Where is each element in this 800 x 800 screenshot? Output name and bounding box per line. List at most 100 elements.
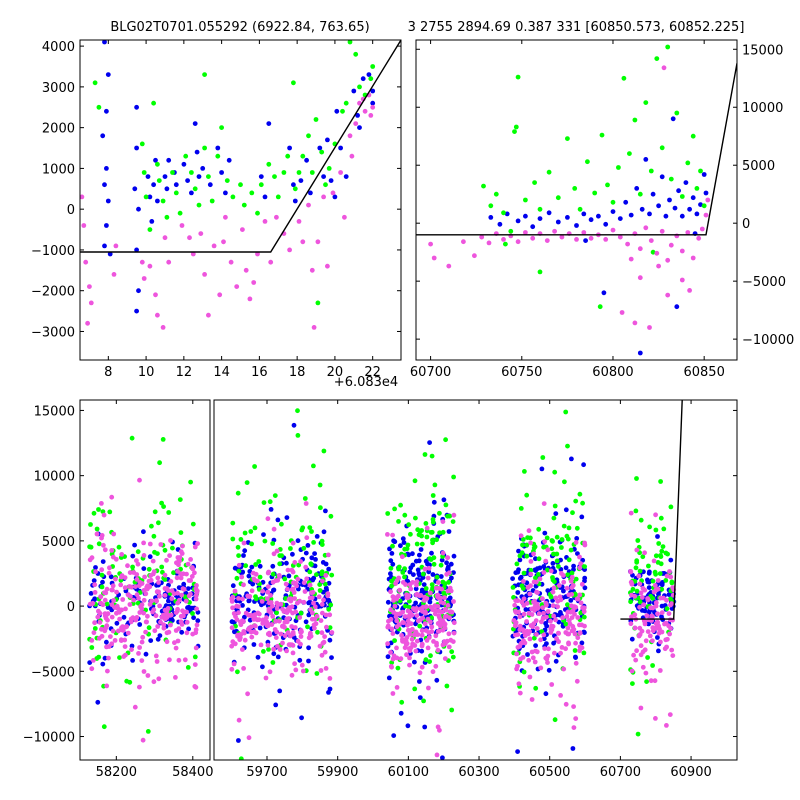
bottom-cluster3-magenta-point-25	[564, 585, 570, 591]
bottom-cluster0-green-point-4	[156, 520, 161, 526]
top-left-green-point-50	[357, 84, 362, 90]
bottom-cluster1-green-point-80	[266, 647, 271, 652]
bottom-cluster3-green-point-54	[540, 455, 546, 460]
top-right-green-point-36	[694, 186, 700, 191]
top-right-blue-point-34	[690, 195, 696, 201]
top-left-blue-point-28	[181, 161, 187, 167]
bottom-cluster1-green-point-15	[252, 464, 257, 469]
top-right-green-point-15	[577, 206, 583, 212]
bottom-cluster0-magenta-point-141	[102, 547, 108, 553]
top-left-green-point-49	[353, 51, 359, 57]
bottom-cluster1-magenta-point-121	[320, 578, 325, 584]
bottom-cluster2-green-point-95	[402, 574, 407, 580]
bottom-cluster4-magenta-point-84	[666, 623, 671, 629]
bottom-cluster2-blue-point-128	[448, 354, 453, 359]
bottom-cluster2-magenta-point-211	[394, 578, 400, 584]
bottom-cluster3-magenta-point-64	[555, 604, 560, 610]
bottom-cluster2-magenta-point-178	[385, 624, 391, 630]
bottom-cluster3-magenta-point-2	[527, 591, 533, 597]
bottom-cluster3-green-point-69	[533, 685, 539, 691]
bottom-cluster0-magenta-point-272	[97, 619, 103, 625]
bottom-cluster2-green-point-115	[419, 541, 425, 547]
bottom-cluster3-green-point-98	[574, 525, 580, 531]
bottom-cluster3-magenta-point-192	[529, 649, 535, 655]
bottom-cluster0-magenta-point-85	[112, 638, 118, 643]
bottom-cluster0-magenta-point-50	[106, 570, 112, 576]
bottom-cluster2-magenta-point-43	[435, 629, 441, 634]
top-right-blue-point-16	[617, 216, 623, 222]
bottom-cluster1-magenta-point-236	[234, 617, 240, 622]
top-right-blue-point-15	[610, 209, 616, 215]
bottom-cluster2-blue-point-158	[388, 558, 394, 564]
top-left-magenta-point-12	[153, 292, 158, 298]
bottom-cluster2-magenta-point-118	[408, 586, 414, 592]
bottom-cluster3-blue-point-144	[541, 636, 547, 642]
bottom-cluster2-magenta-point-204	[441, 600, 447, 606]
bottom-cluster1-blue-point-190	[303, 619, 309, 625]
bottom-cluster0-green-point-83	[190, 521, 196, 527]
bottom-cluster1-blue-point-173	[312, 551, 317, 556]
bottom-cluster0-magenta-point-150	[162, 572, 168, 578]
bottom-cluster2-green-point-54	[423, 657, 429, 663]
bottom-cluster1-magenta-point-216	[293, 667, 299, 673]
bottom-cluster4-green-point-53	[653, 553, 659, 559]
top-right-magenta-point-11	[523, 230, 528, 235]
bottom-cluster2-blue-point-141	[426, 569, 432, 575]
bottom-cluster1-green-point-73	[319, 569, 325, 575]
bottom-cluster1-green-point-61	[244, 480, 250, 485]
bottom-cluster0-magenta-point-24	[194, 606, 200, 612]
top-left-green-point-23	[219, 125, 225, 130]
bottom-cluster2-magenta-point-109	[388, 589, 393, 595]
bottom-cluster1-magenta-point-2	[277, 647, 283, 652]
bottom-cluster4-magenta-point-101	[628, 569, 634, 575]
bottom-cluster1-green-point-55	[322, 581, 328, 587]
top-right-points	[428, 44, 711, 356]
bottom-cluster0-blue-point-77	[185, 605, 190, 611]
bottom-cluster0-magenta-point-235	[119, 552, 125, 557]
bottom-cluster0-magenta-point-265	[175, 608, 180, 614]
bottom-cluster3-magenta-point-96	[517, 690, 523, 696]
bottom-cluster3-magenta-point-186	[529, 697, 535, 702]
bottom-cluster4-magenta-point-67	[628, 510, 634, 516]
bottom-cluster0-blue-point-11	[148, 638, 154, 643]
bottom-cluster2-magenta-point-50	[429, 629, 435, 634]
bottom-cluster3-magenta-point-3	[528, 540, 533, 546]
bottom-cluster1-magenta-point-74	[317, 643, 323, 649]
bottom-cluster2-blue-point-173	[445, 566, 451, 572]
bottom-cluster0-blue-point-43	[157, 633, 163, 638]
bottom-cluster2-blue-point-106	[413, 600, 418, 606]
bottom-cluster2-magenta-point-185	[426, 565, 432, 571]
bottom-cluster1-green-point-98	[295, 433, 301, 438]
bottom-cluster1-blue-point-144	[306, 600, 312, 606]
bottom-cluster3-blue-point-72	[523, 607, 529, 612]
bottom-cluster0-magenta-point-195	[120, 597, 126, 602]
bottom-cluster1-blue-point-109	[295, 538, 301, 544]
top-left-green-point-53	[370, 64, 376, 69]
bottom-frame-1	[213, 399, 738, 761]
bottom-cluster1-blue-point-15	[268, 507, 274, 512]
bottom-cluster3-blue-point-123	[579, 640, 585, 646]
top-right-magenta-point-30	[654, 250, 660, 256]
bottom-cluster0-magenta-point-135	[157, 593, 162, 599]
bottom-cluster2-magenta-point-26	[430, 669, 436, 675]
bottom-cluster0-magenta-point-132	[153, 613, 159, 619]
bottom-cluster1-magenta-point-201	[325, 593, 331, 599]
bottom-cluster2-magenta-point-29	[445, 555, 451, 560]
top-right-magenta-point-27	[637, 246, 643, 252]
bottom-cluster2-magenta-point-47	[423, 628, 429, 633]
top-left-frame-0	[79, 39, 402, 361]
bottom-cluster0-magenta-point-254	[190, 631, 196, 637]
top-left-blue-point-13	[136, 206, 141, 212]
bottom-cluster3-green-point-20	[536, 572, 541, 577]
bottom-cluster2-blue-point-18	[415, 567, 421, 573]
top-left-green-point-16	[192, 186, 198, 192]
bottom-cluster2-magenta-point-186	[412, 607, 418, 613]
bottom-cluster1-magenta-point-89	[298, 559, 303, 564]
bottom-cluster0-magenta-point-130	[127, 570, 133, 575]
bottom-cluster1-magenta-point-187	[265, 631, 271, 637]
top-left-green-point-43	[315, 300, 321, 306]
bottom-cluster2-magenta-point-63	[394, 685, 400, 690]
bottom-cluster0-magenta-point-104	[110, 554, 116, 560]
top-right-green-point-2	[493, 191, 499, 197]
bottom-cluster3-magenta-point-54	[530, 655, 536, 661]
